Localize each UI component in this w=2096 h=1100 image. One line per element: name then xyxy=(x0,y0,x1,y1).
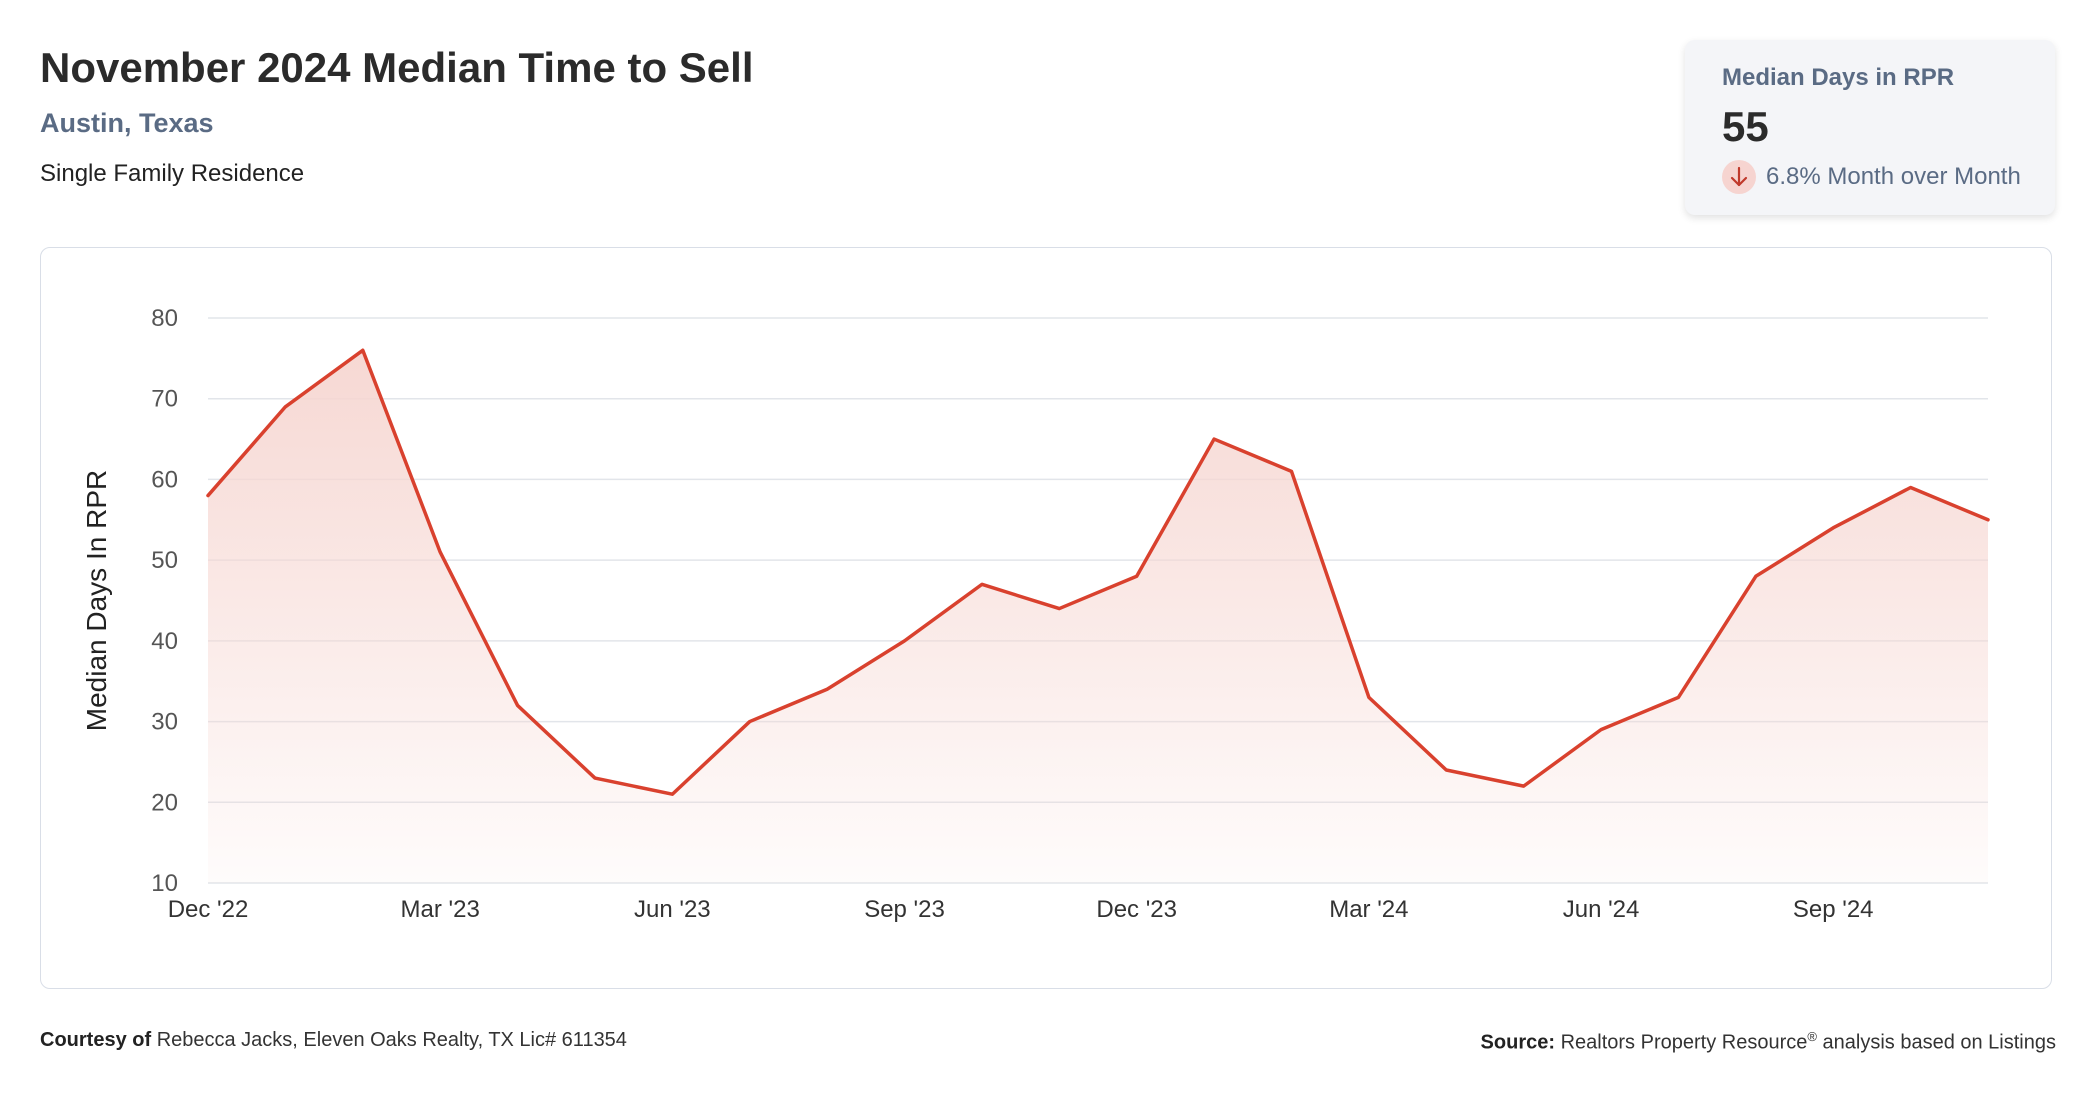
footer-courtesy: Courtesy of Rebecca Jacks, Eleven Oaks R… xyxy=(40,1029,627,1052)
x-tick-label: Jun '23 xyxy=(634,896,711,923)
data-point xyxy=(1522,784,1526,788)
data-point xyxy=(1754,574,1758,578)
data-point xyxy=(1289,469,1293,473)
y-tick-label: 10 xyxy=(151,870,178,897)
y-tick-label: 50 xyxy=(151,547,178,574)
data-point xyxy=(438,550,442,554)
data-point xyxy=(1831,526,1835,530)
data-point xyxy=(1599,728,1603,732)
stat-change: 6.8% Month over Month xyxy=(1722,160,2021,194)
stat-value: 55 xyxy=(1722,103,1769,150)
y-tick-label: 20 xyxy=(151,789,178,816)
data-point xyxy=(1909,486,1913,490)
data-point xyxy=(1986,518,1990,522)
area-fill xyxy=(208,350,1988,883)
data-point xyxy=(283,405,287,409)
x-tick-label: Dec '23 xyxy=(1096,896,1177,923)
data-point xyxy=(980,582,984,586)
source-label: Source: xyxy=(1480,1031,1556,1054)
arrow-down-icon xyxy=(1722,160,1756,194)
x-tick-label: Mar '24 xyxy=(1329,896,1408,923)
stat-change-text: 6.8% Month over Month xyxy=(1766,163,2021,190)
data-point xyxy=(593,776,597,780)
data-point xyxy=(361,348,365,352)
source-text-1: Realtors Property Resource xyxy=(1560,1031,1808,1054)
data-point xyxy=(1676,695,1680,699)
source-text-2: analysis based on Listings xyxy=(1816,1031,2057,1054)
footer-source: Source: Realtors Property Resource® anal… xyxy=(1481,1029,2056,1055)
data-point xyxy=(206,494,210,498)
y-tick-label: 80 xyxy=(151,305,178,332)
data-point xyxy=(1212,437,1216,441)
x-tick-label: Dec '22 xyxy=(168,896,249,923)
x-tick-label: Sep '23 xyxy=(864,896,945,923)
y-axis-label: Median Days In RPR xyxy=(81,470,112,731)
chart-card: 10 20 30 40 50 60 70 80 Dec '22 Mar '23 Jun '23 Sep… xyxy=(40,247,2052,989)
data-point xyxy=(1135,574,1139,578)
x-tick-label: Mar '23 xyxy=(401,896,480,923)
data-point xyxy=(670,792,674,796)
median-days-stat-card: Median Days in RPR 55 6.8% Month over Mo… xyxy=(1685,40,2055,215)
data-point xyxy=(516,703,520,707)
registered-mark: ® xyxy=(1807,1029,1817,1044)
courtesy-label: Courtesy of xyxy=(40,1029,152,1051)
y-tick-label: 30 xyxy=(151,709,178,736)
page-title: November 2024 Median Time to Sell xyxy=(40,44,754,91)
y-tick-label: 70 xyxy=(151,386,178,413)
x-tick-label: Sep '24 xyxy=(1793,896,1874,923)
property-type-label: Single Family Residence xyxy=(40,160,305,187)
courtesy-text: Rebecca Jacks, Eleven Oaks Realty, TX Li… xyxy=(156,1029,627,1051)
data-point xyxy=(1367,695,1371,699)
data-point xyxy=(825,687,829,691)
series-line xyxy=(206,348,1990,796)
y-tick-label: 60 xyxy=(151,466,178,493)
x-tick-label: Jun '24 xyxy=(1563,896,1640,923)
data-point xyxy=(1444,768,1448,772)
median-time-to-sell-chart: 10 20 30 40 50 60 70 80 Dec '22 Mar '23 Jun '23 Sep… xyxy=(81,305,1990,923)
stat-label: Median Days in RPR xyxy=(1722,64,1955,91)
data-point xyxy=(748,720,752,724)
data-point xyxy=(903,639,907,643)
data-point xyxy=(1057,607,1061,611)
location-label: Austin, Texas xyxy=(40,108,214,138)
y-tick-label: 40 xyxy=(151,628,178,655)
